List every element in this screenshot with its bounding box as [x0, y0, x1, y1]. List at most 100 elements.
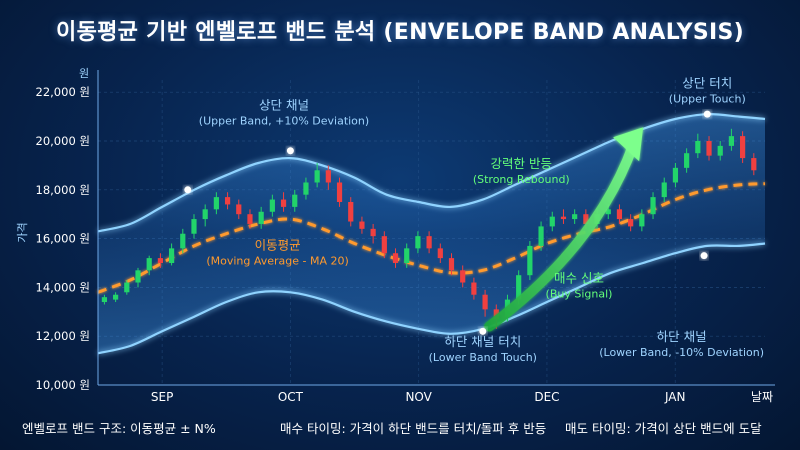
candle-body	[113, 294, 119, 300]
candle-body	[605, 209, 611, 215]
footer-sell-timing: 매도 타이밍: 가격이 상단 밴드에 도달	[565, 421, 762, 436]
moving-average-line	[97, 182, 766, 294]
candle-body	[650, 197, 656, 215]
annotation-subtitle: (Upper Touch)	[669, 92, 746, 105]
annotation-subtitle: (Upper Band, +10% Deviation)	[199, 114, 369, 127]
candle-body	[695, 141, 701, 154]
candle-body	[359, 221, 365, 229]
candle-body	[628, 219, 634, 227]
candle-body	[493, 309, 499, 320]
candle-body	[336, 182, 343, 202]
candle-body	[583, 214, 589, 224]
candle-body	[572, 214, 578, 220]
candle-body	[202, 209, 208, 220]
annotation-subtitle: (Lower Band Touch)	[429, 351, 537, 364]
lower-band-line	[97, 242, 766, 355]
candle-body	[370, 228, 376, 237]
y-tick-label: 14,000 원	[36, 280, 90, 294]
candle-body	[191, 219, 197, 234]
candle-body	[146, 258, 152, 271]
candle-body	[616, 209, 623, 220]
candle-body	[426, 236, 432, 249]
candle-body	[258, 211, 264, 224]
annotation-title: 강력한 반등	[491, 156, 552, 171]
candle-body	[661, 182, 667, 198]
candle-body	[684, 153, 690, 168]
candles	[101, 128, 757, 329]
candle-body	[560, 216, 567, 220]
y-tick-label: 12,000 원	[36, 329, 90, 343]
footer-buy-timing: 매수 타이밍: 가격이 하단 밴드를 터치/돌파 후 반등	[280, 421, 547, 436]
candle-body	[471, 282, 477, 295]
candle-body	[639, 214, 645, 227]
y-tick-label: 20,000 원	[36, 134, 90, 148]
candle-body	[269, 199, 275, 212]
candle-body	[314, 170, 320, 183]
touch-marker	[286, 147, 294, 155]
x-tick-label: SEP	[151, 390, 173, 404]
touch-marker	[184, 186, 192, 194]
annotation-subtitle: (Strong Rebound)	[473, 173, 570, 186]
upper-band-line	[97, 113, 766, 233]
candle-body	[280, 199, 287, 207]
candle-body	[448, 258, 455, 271]
y-tick-label: 10,000 원	[36, 378, 90, 392]
candle-body	[538, 226, 544, 246]
touch-marker	[703, 110, 711, 118]
footer-band-structure: 엔벨로프 밴드 구조: 이동평균 ± N%	[22, 421, 216, 436]
annotation-title: 하단 채널	[657, 329, 707, 344]
candle-body	[672, 167, 679, 183]
candle-body	[549, 216, 555, 227]
candle-body	[124, 282, 130, 293]
candle-body	[213, 197, 219, 210]
candle-body	[325, 170, 331, 183]
y-axis-label: 가격	[16, 222, 29, 242]
y-tick-label: 18,000 원	[36, 183, 90, 197]
y-tick-label: 22,000 원	[36, 85, 90, 99]
x-tick-label: JAN	[664, 390, 686, 404]
envelope-band-area	[98, 114, 765, 354]
candle-body	[392, 253, 399, 263]
candle-body	[303, 182, 309, 195]
candle-body	[527, 245, 533, 276]
candle-body	[381, 236, 387, 254]
x-tick-label: DEC	[534, 390, 559, 404]
annotation-title: 상단 터치	[682, 75, 732, 90]
touch-marker	[700, 252, 708, 260]
candle-body	[404, 248, 410, 263]
candle-body	[706, 141, 712, 156]
chart-title: 이동평균 기반 엔벨로프 밴드 분석 (ENVELOPE BAND ANALYS…	[56, 20, 744, 45]
x-tick-label: OCT	[278, 390, 304, 404]
annotation-subtitle: (Lower Band, -10% Deviation)	[599, 346, 764, 359]
buy-signal-arrow-shaft	[484, 140, 639, 332]
candle-body	[415, 236, 421, 249]
candle-body	[101, 297, 108, 303]
candle-body	[180, 233, 186, 249]
annotation-title: 매수 신호	[554, 271, 604, 286]
candle-body	[236, 204, 242, 215]
candle-body	[157, 258, 163, 263]
candle-body	[292, 194, 298, 207]
touch-marker	[479, 327, 487, 335]
candle-body	[135, 270, 141, 283]
candle-body	[482, 294, 488, 310]
x-tick-label: NOV	[405, 390, 432, 404]
annotation-subtitle: (Buy Signal)	[546, 288, 613, 301]
candle-body	[751, 158, 757, 171]
candle-body	[247, 214, 253, 224]
annotation-title: 이동평균	[255, 238, 301, 253]
candle-body	[460, 270, 466, 283]
annotation-subtitle: (Moving Average - MA 20)	[206, 255, 348, 268]
candle-body	[728, 136, 735, 146]
buy-signal-arrow-head	[613, 127, 644, 162]
y-unit-label: 원	[79, 67, 89, 80]
candle-body	[168, 248, 175, 263]
annotation-title: 상단 채널	[259, 97, 309, 112]
candle-body	[717, 145, 723, 156]
candle-body	[437, 248, 443, 259]
annotation-title: 하단 채널 터치	[444, 334, 521, 349]
candle-body	[516, 275, 522, 300]
x-axis-label: 날짜	[751, 390, 773, 404]
y-tick-label: 16,000 원	[36, 232, 90, 246]
